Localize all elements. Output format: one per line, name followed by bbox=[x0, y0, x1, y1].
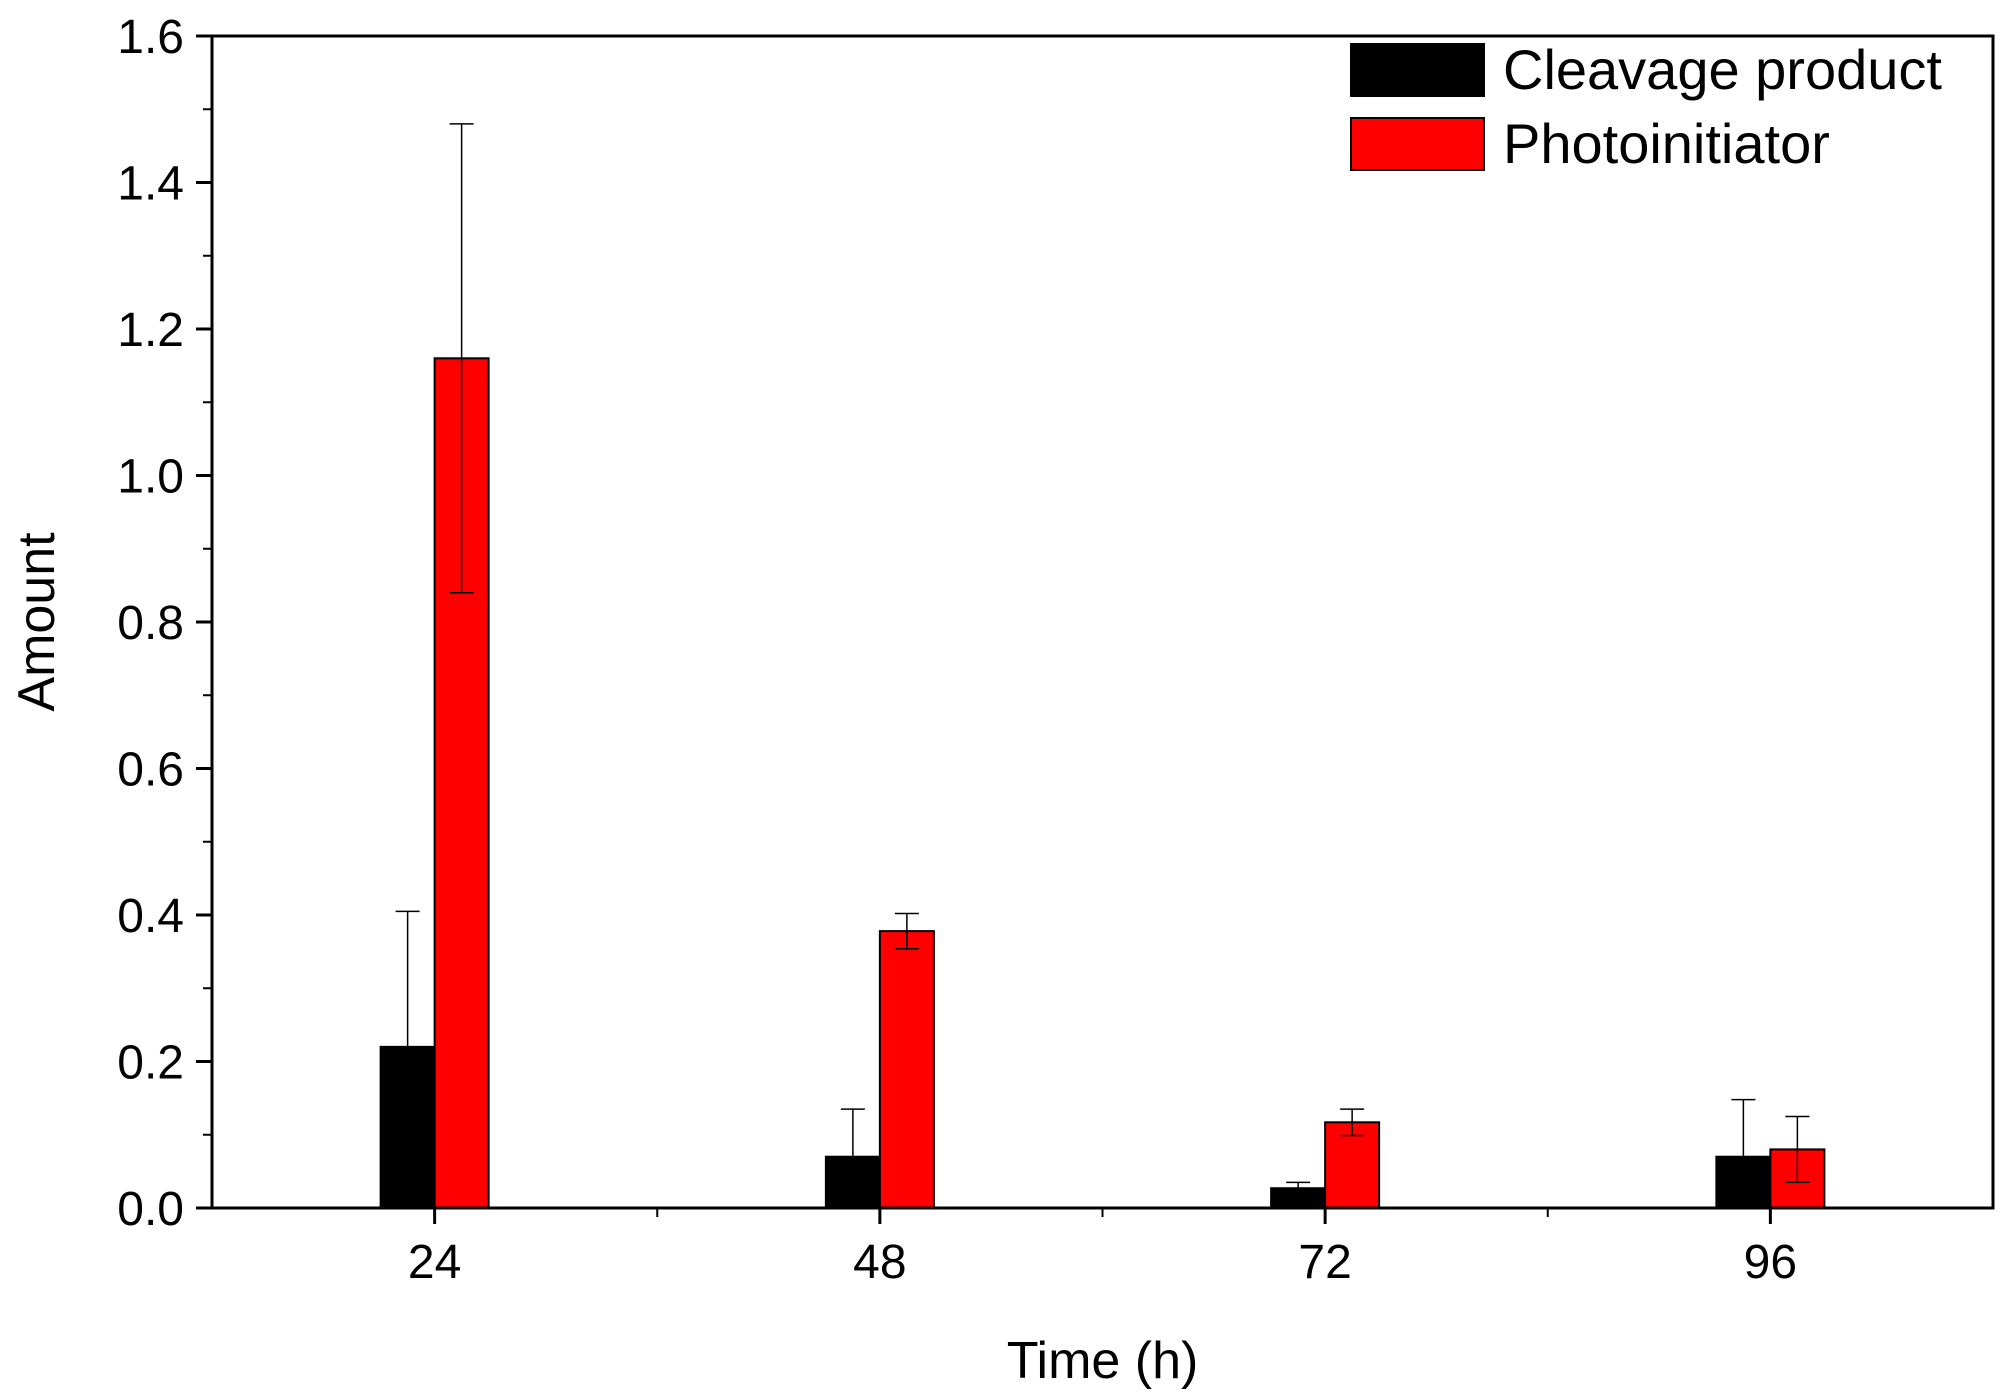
y-tick-label: 1.0 bbox=[117, 451, 184, 504]
x-tick-label: 24 bbox=[408, 1236, 461, 1289]
y-tick-label: 0.8 bbox=[117, 597, 184, 650]
legend-label-cleavage: Cleavage product bbox=[1503, 38, 1942, 101]
x-tick-label: 48 bbox=[853, 1236, 906, 1289]
y-tick-label: 0.6 bbox=[117, 744, 184, 797]
legend-label-photoinitiator: Photoinitiator bbox=[1503, 112, 1830, 175]
ticks-layer: 0.0 0.2 0.4 0.6 0.8 1.0 1.2 1.4 1.6 24 48 72 96 bbox=[117, 11, 1797, 1289]
legend: Cleavage product Photoinitiator bbox=[1350, 38, 1942, 175]
error-bar bbox=[1785, 1115, 1810, 1184]
y-tick-label: 1.4 bbox=[117, 158, 184, 211]
error-bar bbox=[1286, 1181, 1311, 1195]
y-tick-label: 1.2 bbox=[117, 304, 184, 357]
legend-swatch-photoinitiator bbox=[1350, 117, 1485, 171]
x-tick-label: 72 bbox=[1298, 1236, 1351, 1289]
y-tick-label: 0.0 bbox=[117, 1183, 184, 1236]
y-tick-label: 1.6 bbox=[117, 11, 184, 64]
error-bar bbox=[894, 912, 919, 950]
plot-marks bbox=[379, 123, 1826, 1210]
error-bar bbox=[1340, 1108, 1365, 1137]
x-tick-label: 96 bbox=[1744, 1236, 1797, 1289]
error-bar bbox=[395, 910, 420, 1184]
bar-photoinitiator-48 bbox=[878, 930, 935, 1209]
y-tick-label: 0.4 bbox=[117, 890, 184, 943]
error-bar bbox=[449, 123, 474, 594]
legend-swatch-cleavage bbox=[1350, 43, 1485, 97]
error-bar bbox=[840, 1108, 865, 1206]
x-axis-title: Time (h) bbox=[1007, 1332, 1199, 1390]
y-axis-title: Amount bbox=[8, 532, 66, 712]
y-tick-label: 0.2 bbox=[117, 1037, 184, 1090]
